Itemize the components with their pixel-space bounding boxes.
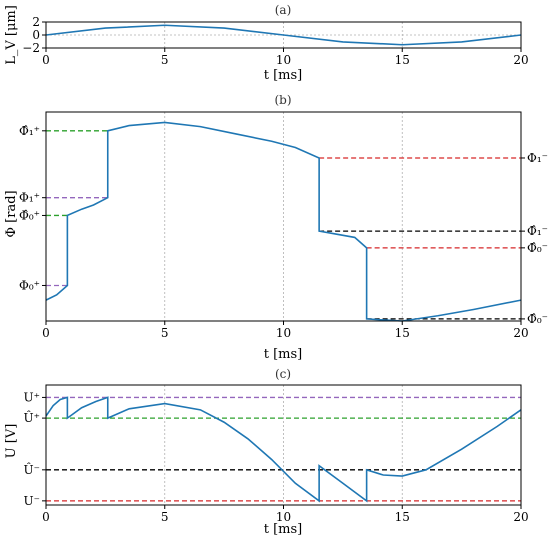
panel-a-ytick-label-2: −2 xyxy=(22,41,40,55)
panel-a-ytick-label-1: 0 xyxy=(32,28,40,42)
panel-a-xtick-label-2: 10 xyxy=(276,53,291,67)
panel-b-xtick-label-0: 0 xyxy=(42,326,50,340)
panel-b-ytick-right-label-0: Φ₁⁻ xyxy=(527,151,548,165)
panel-b-xtick-label-1: 5 xyxy=(161,326,169,340)
panel-a-xtick-label-3: 15 xyxy=(395,53,410,67)
panel-c: (c) U [V] t [ms] 0 5 10 15 20 U⁺ Û⁺ Û⁻ U⁻ xyxy=(4,367,529,537)
panel-a-label: (a) xyxy=(275,3,292,17)
panel-b-xtick-label-3: 15 xyxy=(395,326,410,340)
panel-a-xtick-label-1: 5 xyxy=(161,53,169,67)
panel-c-series-line-0 xyxy=(45,396,522,503)
panel-b-label: (b) xyxy=(274,93,291,107)
panel-b-ylabel: Φ [rad] xyxy=(4,190,19,237)
panel-b-ytick-label-1: Φ₁⁺ xyxy=(19,191,40,205)
panel-b-xtick-label-4: 20 xyxy=(513,326,528,340)
panel-c-ytick-label-3: U⁻ xyxy=(24,494,40,508)
panel-b-xtick-label-2: 10 xyxy=(276,326,291,340)
panel-b-xlabel: t [ms] xyxy=(264,347,303,362)
panel-c-xtick-label-1: 5 xyxy=(161,510,169,524)
panel-c-xlabel: t [ms] xyxy=(264,522,303,537)
panel-c-ytick-label-1: Û⁺ xyxy=(24,409,40,425)
panel-b-ytick-right-label-1: Φ̂₁⁻ xyxy=(527,224,548,238)
panel-c-ytick-label-2: Û⁻ xyxy=(24,461,40,477)
panel-c-ylabel: U [V] xyxy=(4,424,19,459)
panel-b-ytick-label-2: Φ̂₀⁺ xyxy=(19,208,40,222)
panel-a-xtick-label-0: 0 xyxy=(42,53,50,67)
panel-a-xtick-label-4: 20 xyxy=(513,53,528,67)
panel-b: (b) Φ [rad] t [ms] 0 5 10 15 20 Φ̂₁⁺ Φ₁⁺ Φ̂₀⁺ Φ₀… xyxy=(4,93,548,362)
panel-c-xtick-label-2: 10 xyxy=(276,510,291,524)
panel-c-ytick-label-0: U⁺ xyxy=(24,390,40,404)
panel-c-xtick-label-4: 20 xyxy=(513,510,528,524)
panel-c-xtick-label-0: 0 xyxy=(42,510,50,524)
panel-b-series-line-0 xyxy=(45,121,522,322)
panel-c-xtick-label-3: 15 xyxy=(395,510,410,524)
panel-a-ytick-label-0: 2 xyxy=(32,15,40,29)
panel-a-ylabel: L_V [μm] xyxy=(4,5,19,65)
panel-a-series-line-0 xyxy=(45,24,522,46)
panel-b-ytick-right-label-3: Φ̂₀⁻ xyxy=(527,312,548,326)
panel-a-xlabel: t [ms] xyxy=(264,68,303,83)
panel-b-ytick-label-3: Φ₀⁺ xyxy=(19,278,40,292)
panel-b-ytick-label-0: Φ̂₁⁺ xyxy=(19,124,40,138)
panel-b-ytick-right-label-2: Φ̂₀⁻ xyxy=(527,241,548,255)
panel-c-label: (c) xyxy=(275,367,291,381)
